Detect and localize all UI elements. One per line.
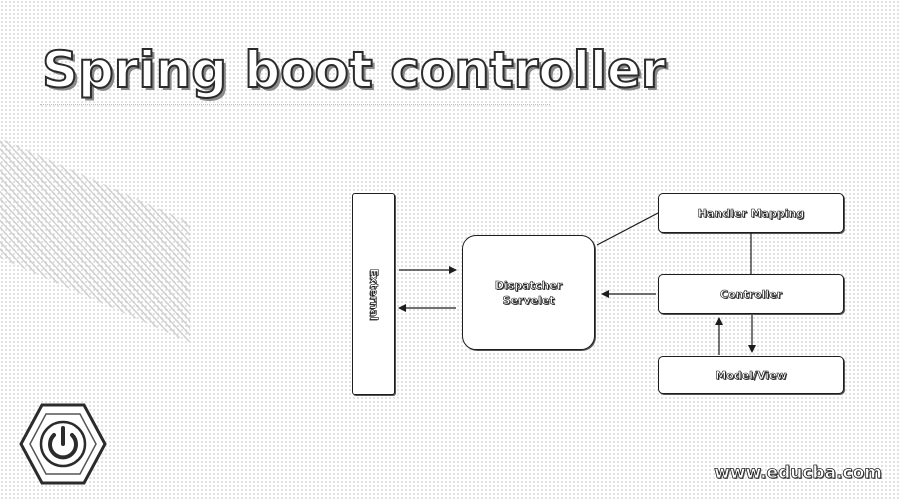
model-view-box: Model/View xyxy=(658,356,844,394)
handler-mapping-box: Handler Mapping xyxy=(658,193,844,233)
title-underline xyxy=(40,104,550,105)
website-watermark: www.educba.com xyxy=(714,463,883,484)
power-icon xyxy=(19,403,107,485)
spring-logo xyxy=(18,402,108,486)
dispatcher-servlet-box: Dispatcher Servelet xyxy=(462,235,595,350)
dispatcher-label-line1: Dispatcher xyxy=(494,278,563,292)
controller-label: Controller xyxy=(719,287,783,301)
line-dispatcher-to-handler-mapping xyxy=(596,212,659,246)
model-view-label: Model/View xyxy=(715,368,787,382)
page-title: Spring boot controller xyxy=(41,40,667,100)
external-box: External xyxy=(352,193,395,395)
handler-mapping-label: Handler Mapping xyxy=(697,206,805,220)
dispatcher-label-line2: Servelet xyxy=(502,293,555,307)
controller-box: Controller xyxy=(658,274,844,314)
